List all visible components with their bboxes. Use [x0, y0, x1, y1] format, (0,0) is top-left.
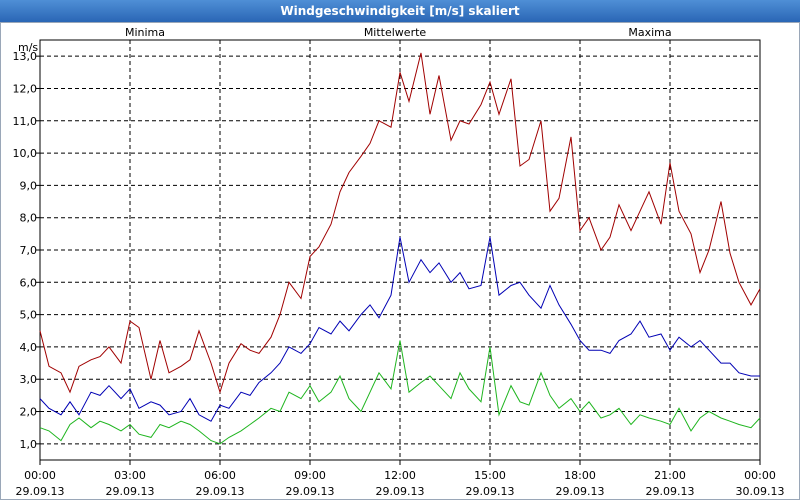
x-tick-date: 29.09.13 [466, 485, 515, 498]
x-tick-time: 09:00 [294, 469, 326, 482]
legend-maxima: Maxima [628, 26, 671, 39]
y-tick-label: 5,0 [20, 309, 38, 322]
x-axis: 00:00 29.09.13 03:00 29.09.13 06:00 29.09.13 0… [16, 460, 785, 498]
x-tick-date: 29.09.13 [16, 485, 65, 498]
y-tick-label: 8,0 [20, 212, 38, 225]
y-tick-label: 12,0 [13, 82, 38, 95]
y-tick-label: 13,0 [13, 50, 38, 63]
y-tick-label: 11,0 [13, 115, 38, 128]
series-line-maxima [39, 52, 761, 394]
series-group [39, 52, 761, 445]
x-tick-date: 30.09.13 [736, 485, 785, 498]
legend-minima: Minima [125, 26, 165, 39]
y-tick-label: 10,0 [13, 147, 38, 160]
x-tick-date: 29.09.13 [556, 485, 605, 498]
y-tick-label: 6,0 [20, 276, 38, 289]
x-tick-time: 12:00 [384, 469, 416, 482]
x-tick-date: 29.09.13 [106, 485, 155, 498]
y-tick-label: 7,0 [20, 244, 38, 257]
y-tick-label: 2,0 [20, 406, 38, 419]
y-tick-label: 9,0 [20, 179, 38, 192]
y-axis-label: m/s [18, 41, 38, 54]
x-tick-date: 29.09.13 [646, 485, 695, 498]
x-tick-date: 29.09.13 [376, 485, 425, 498]
y-axis: 1,0 2,0 3,0 4,0 5,0 6,0 7,0 8,0 9,0 10,0 11,0 12,0 1… [13, 50, 40, 451]
legend-mittelwerte: Mittelwerte [364, 26, 427, 39]
series-line-mittelwerte [39, 237, 760, 422]
y-tick-label: 1,0 [20, 438, 38, 451]
x-tick-date: 29.09.13 [196, 485, 245, 498]
x-tick-time: 00:00 [744, 469, 776, 482]
x-tick-time: 15:00 [474, 469, 506, 482]
x-tick-time: 18:00 [564, 469, 596, 482]
y-tick-label: 4,0 [20, 341, 38, 354]
x-tick-time: 00:00 [24, 469, 56, 482]
x-tick-time: 03:00 [114, 469, 146, 482]
x-tick-time: 21:00 [654, 469, 686, 482]
series-line-minima [39, 340, 761, 445]
x-tick-time: 06:00 [204, 469, 236, 482]
y-tick-label: 3,0 [20, 373, 38, 386]
x-tick-date: 29.09.13 [286, 485, 335, 498]
